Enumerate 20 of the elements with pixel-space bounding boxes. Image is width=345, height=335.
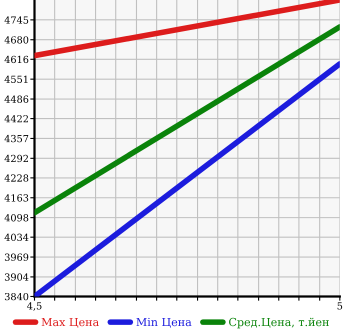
legend-label: Max Цена — [42, 318, 99, 328]
y-tick-label: 4680 — [4, 36, 28, 44]
y-tick-label: 4745 — [4, 16, 28, 24]
y-tick-label: 4422 — [4, 115, 28, 122]
x-tick-label: 5 — [338, 302, 342, 310]
y-tick-label: 4228 — [4, 174, 28, 182]
y-tick-label: 3840 — [4, 292, 28, 300]
y-tick-label: 4486 — [4, 96, 28, 103]
y-tick-label: 4551 — [4, 76, 28, 83]
y-tick-label: 4034 — [4, 234, 28, 242]
legend-label: Min Цена — [136, 318, 192, 328]
x-tick-label: 4,5 — [27, 302, 42, 311]
y-tick-label: 4163 — [4, 194, 28, 202]
y-tick-label: 4292 — [4, 154, 28, 162]
y-tick-label: 3904 — [4, 273, 28, 281]
y-tick-label: 4616 — [4, 56, 28, 64]
y-tick-label: 3969 — [4, 254, 28, 261]
legend-label: Сред.Цена, т.йен — [229, 318, 329, 328]
y-tick-label: 4098 — [4, 214, 28, 222]
y-tick-label: 4357 — [4, 134, 28, 142]
